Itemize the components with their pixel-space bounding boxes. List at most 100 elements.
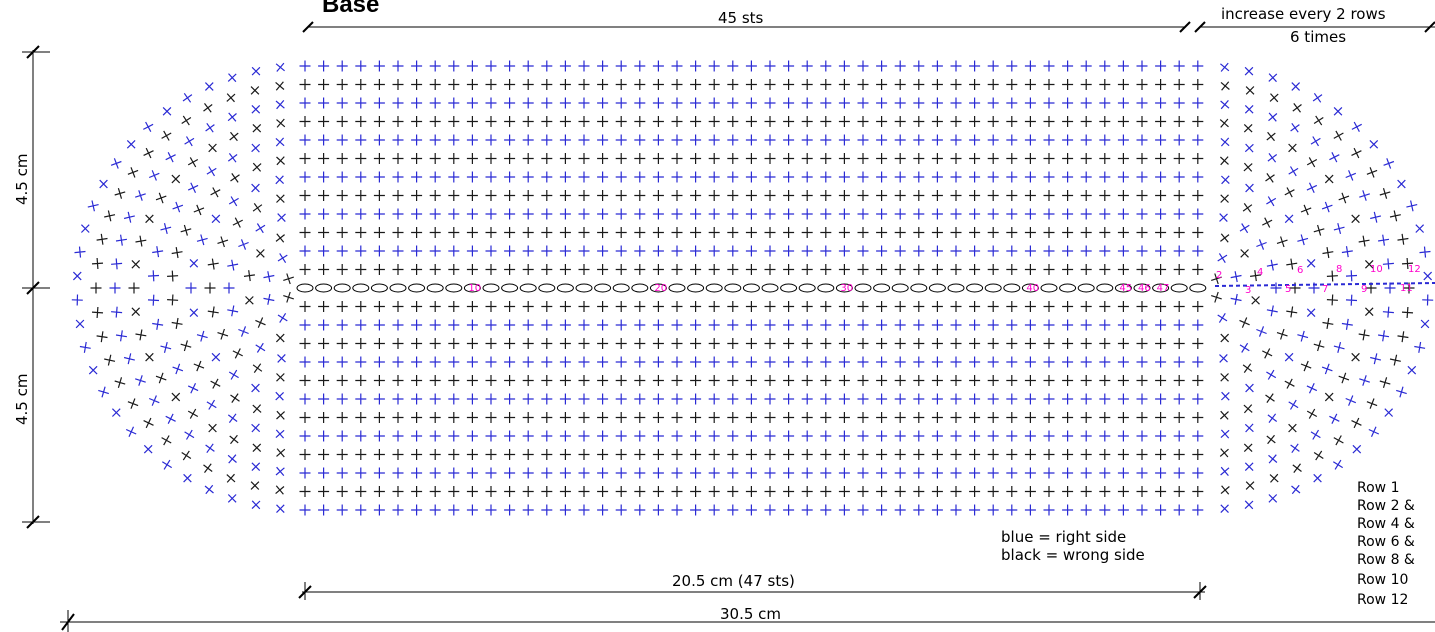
row-list-item: Row 12 [1357, 592, 1408, 608]
stitch-symbol [597, 338, 609, 349]
stitch-symbol [1358, 235, 1370, 247]
stitch-symbol [615, 264, 627, 275]
stitch-symbol [1313, 340, 1325, 352]
stitch-symbol [913, 486, 925, 497]
stitch-symbol [522, 208, 534, 220]
stitch-symbol [1043, 449, 1055, 460]
stitch-symbol [152, 246, 164, 258]
stitch-symbol [634, 504, 646, 516]
stitch-symbol [1262, 348, 1273, 359]
stitch-symbol [466, 393, 478, 405]
stitch-symbol [522, 319, 534, 331]
stitch-symbol [1256, 239, 1267, 250]
chain-stitch [984, 283, 1002, 293]
stitch-symbol [634, 430, 646, 442]
stitch-symbol [764, 227, 776, 238]
stitch-symbol [1286, 258, 1298, 270]
stitch-symbol [690, 449, 702, 460]
stitch-symbol [1006, 301, 1018, 312]
stitch-symbol [180, 224, 192, 236]
stitch-symbol [411, 449, 423, 460]
stitch-symbol [1306, 182, 1318, 193]
stitch-symbol [522, 356, 534, 368]
stitch-symbol [466, 301, 478, 312]
stitch-symbol [820, 116, 832, 127]
stitch-symbol [1099, 134, 1111, 146]
chain-stitch [1077, 283, 1095, 293]
stitch-symbol [208, 143, 217, 153]
stitch-symbol [578, 504, 590, 516]
stitch-symbol [1239, 317, 1250, 328]
stitch-symbol [783, 134, 795, 146]
stitch-symbol [1219, 410, 1229, 420]
stitch-symbol [820, 375, 832, 386]
stitch-symbol [559, 449, 571, 460]
stitch-symbol [1378, 234, 1390, 246]
stitch-symbol [1062, 153, 1074, 164]
stitch-symbol [1006, 60, 1018, 72]
stitch-symbol [634, 79, 646, 90]
stitch-symbol [652, 153, 664, 164]
stitch-symbol [894, 134, 906, 146]
stitch-symbol [336, 134, 348, 146]
stitch-symbol [522, 467, 534, 479]
chain-stitch [501, 283, 519, 293]
stitch-symbol [857, 412, 869, 423]
stitch-symbol [1173, 79, 1185, 90]
stitch-symbol [745, 486, 757, 497]
stitch-symbol [801, 486, 813, 497]
stitch-symbol [969, 430, 981, 442]
stitch-symbol [783, 153, 795, 164]
stitch-symbol [578, 208, 590, 220]
stitch-symbol [504, 245, 516, 257]
stitch-symbol [299, 486, 311, 497]
stitch-symbol [671, 227, 683, 238]
stitch-symbol [1024, 393, 1036, 405]
stitch-symbol [207, 306, 219, 318]
stitch-symbol [615, 467, 627, 479]
stitch-symbol [1173, 449, 1185, 460]
stitch-symbol [1290, 122, 1300, 133]
stitch-symbol [1173, 153, 1185, 164]
stitch-symbol [541, 486, 553, 497]
stitch-symbol [448, 467, 460, 479]
stitch-symbol [1322, 247, 1334, 259]
stitch-symbol [143, 444, 153, 454]
stitch-symbol [634, 356, 646, 368]
stitch-symbol [299, 60, 311, 72]
stitch-symbol [1155, 60, 1167, 72]
stitch-symbol [1290, 443, 1300, 454]
chain-stitch [1059, 283, 1077, 293]
stitch-symbol [1024, 227, 1036, 238]
stitch-symbol [1220, 485, 1230, 495]
stitch-symbol [913, 264, 925, 275]
stitch-symbol [80, 224, 90, 233]
stitch-symbol [1333, 106, 1343, 116]
stitch-symbol [1219, 156, 1229, 166]
stitch-symbol [355, 264, 367, 275]
stitch-symbol [541, 60, 553, 72]
stitch-symbol [104, 354, 116, 366]
stitch-symbol [411, 504, 423, 516]
stitch-symbol [783, 264, 795, 275]
stitch-symbol [1006, 116, 1018, 127]
stitch-symbol [373, 208, 385, 220]
stitch-symbol [1326, 294, 1338, 306]
stitch-symbol [1006, 97, 1018, 109]
stitch-symbol [1173, 60, 1185, 72]
stitch-symbol [541, 264, 553, 275]
stitch-symbol [1333, 341, 1345, 353]
stitch-symbol [171, 392, 181, 402]
stitch-symbol [299, 190, 311, 201]
stitch-symbol [1136, 301, 1148, 312]
stitch-symbol [1117, 319, 1129, 331]
stitch-symbol [559, 116, 571, 127]
stitch-symbol [211, 352, 221, 362]
stitch-symbol [745, 393, 757, 405]
stitch-symbol [1080, 449, 1092, 460]
stitch-symbol [171, 317, 183, 329]
stitch-symbol [429, 245, 441, 257]
stitch-symbol [429, 486, 441, 497]
stitch-symbol [727, 338, 739, 349]
stitch-symbol [1006, 356, 1018, 368]
